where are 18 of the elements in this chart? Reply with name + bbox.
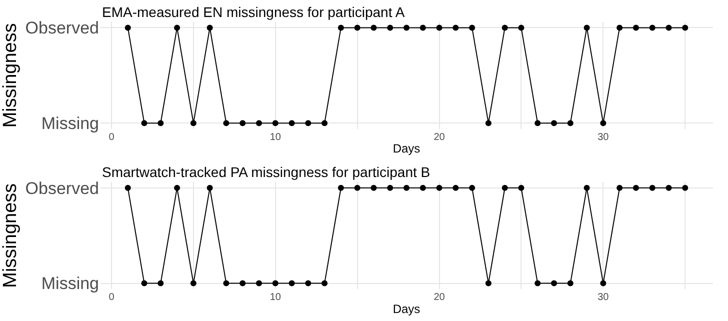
category-label: Missing: [41, 114, 99, 134]
x-tick-label: 10: [270, 292, 282, 303]
x-tick-label: 10: [270, 132, 282, 143]
x-tick-label: 30: [598, 132, 610, 143]
category-label: Observed: [25, 18, 99, 38]
category-label: Observed: [25, 178, 99, 198]
category-label: Missing: [41, 274, 99, 294]
x-tick-label: 20: [434, 132, 446, 143]
x-tick-label: 0: [108, 292, 115, 303]
x-tick-label: 30: [598, 292, 610, 303]
y-axis-title: Missingness: [0, 183, 21, 288]
x-tick-label: 0: [108, 132, 115, 143]
chart-title: EMA-measured EN missingness for participant A: [102, 4, 406, 20]
x-tick-label: 20: [434, 292, 446, 303]
chart-title: Smartwatch-tracked PA missingness for participant B: [102, 164, 430, 180]
x-axis-title: Days: [392, 302, 420, 316]
y-axis-title: Missingness: [0, 23, 21, 128]
x-axis-title: Days: [392, 142, 420, 156]
